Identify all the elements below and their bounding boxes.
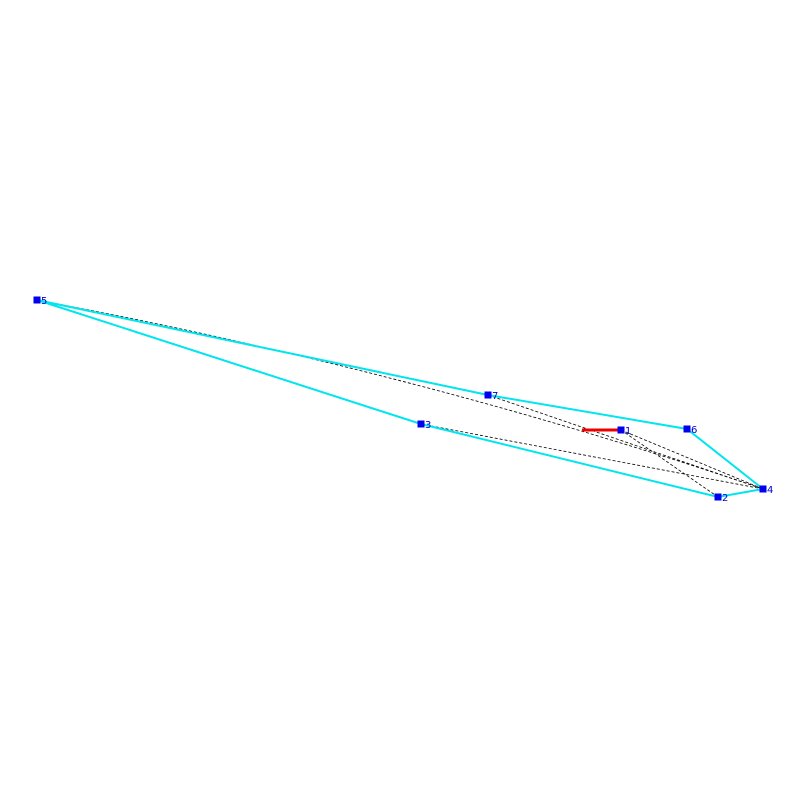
- point: [33, 296, 41, 304]
- edge: [620, 429, 764, 490]
- convex-hull: [36, 299, 766, 499]
- point-label: 7: [492, 391, 498, 402]
- edge: [487, 394, 764, 490]
- point-label: 6: [691, 425, 697, 436]
- point: [484, 391, 492, 399]
- point-label: 1: [625, 426, 631, 437]
- point: [683, 425, 691, 433]
- edge: [36, 299, 764, 490]
- dashed-edges: [36, 299, 764, 498]
- point: [417, 420, 425, 428]
- edge: [420, 423, 764, 490]
- point: [714, 493, 722, 501]
- point-label: 3: [425, 420, 431, 431]
- point-label: 4: [767, 485, 773, 496]
- point-label: 5: [41, 296, 47, 307]
- labels: 1 2 3 4 5 6 7: [41, 296, 773, 504]
- point: [617, 426, 625, 434]
- edge: [620, 429, 719, 498]
- points: [33, 296, 767, 501]
- point: [759, 485, 767, 493]
- point-label: 2: [722, 493, 728, 504]
